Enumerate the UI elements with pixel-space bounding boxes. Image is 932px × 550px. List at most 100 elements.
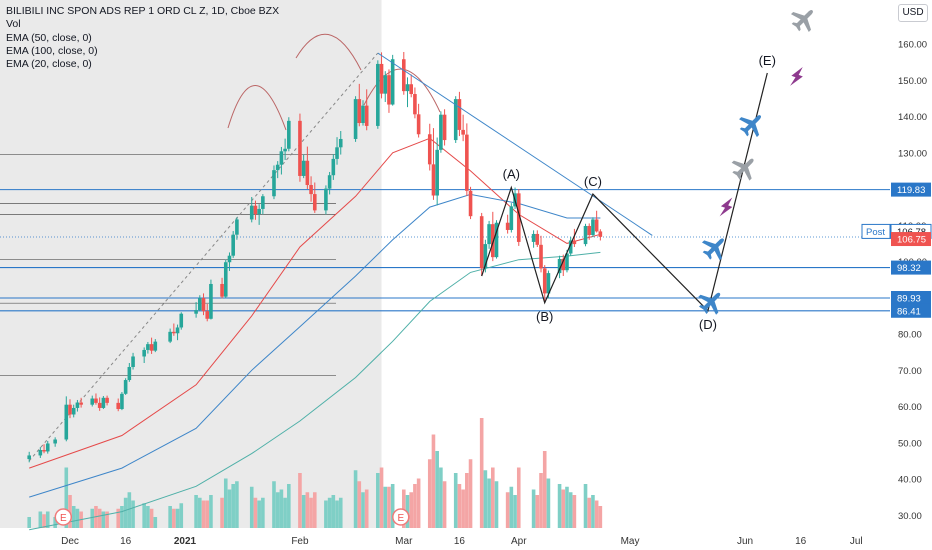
candle: [568, 236, 573, 256]
candle: [71, 404, 76, 418]
volume-bar: [353, 470, 358, 528]
candle-body: [298, 120, 302, 176]
candle: [64, 396, 69, 442]
candle-body: [75, 402, 80, 408]
candle-body: [205, 311, 210, 319]
volume-bar: [275, 492, 280, 528]
earnings-circle: [54, 508, 73, 526]
volume-bar: [64, 467, 69, 528]
volume-bar: [539, 473, 543, 528]
volume-bar: [209, 495, 213, 528]
volume-bar: [409, 492, 414, 528]
candle-body: [587, 225, 592, 236]
volume-bar: [413, 484, 417, 528]
earnings-label: E: [60, 513, 67, 524]
volume-bar: [220, 497, 224, 528]
legend-ema50: EMA (50, close, 0): [6, 31, 92, 44]
candle-body: [168, 331, 172, 342]
candle: [583, 223, 588, 247]
candle: [535, 230, 540, 247]
candle-body: [516, 193, 521, 242]
y-tick-label: 150.00: [898, 76, 927, 87]
candle: [68, 399, 72, 419]
candle-body: [305, 160, 310, 186]
candle: [331, 154, 336, 180]
candle: [542, 265, 547, 303]
candle-body: [572, 240, 577, 245]
candle: [168, 328, 172, 344]
volume-bar: [261, 497, 265, 528]
candle-body: [220, 283, 224, 297]
candle: [201, 293, 206, 316]
candle: [301, 154, 306, 179]
candle: [123, 378, 128, 395]
volume-bar: [120, 506, 124, 528]
candle: [172, 323, 176, 336]
x-tick-label: 16: [454, 536, 466, 547]
volume-bar: [131, 500, 135, 528]
candle-body: [546, 273, 551, 294]
candle: [298, 113, 302, 182]
volume-bar: [283, 497, 287, 528]
ema-line: [29, 251, 601, 531]
candle: [261, 194, 265, 215]
candle-body: [568, 240, 573, 254]
volume-bar: [598, 506, 603, 528]
volume-bar: [535, 495, 540, 528]
y-tick-label: 50.00: [898, 438, 922, 449]
candle: [335, 137, 339, 165]
candle-body: [453, 99, 458, 141]
volume-bar: [231, 484, 235, 528]
volume-bar: [594, 500, 599, 528]
candle: [287, 117, 291, 152]
candle-body: [175, 327, 180, 334]
candle: [305, 146, 310, 189]
y-tick-label: 80.00: [898, 330, 922, 341]
earnings-marker[interactable]: E: [392, 508, 410, 526]
price-tag-label: 119.83: [897, 185, 925, 196]
airplane-gray-icon: [731, 158, 754, 181]
candle-body: [235, 219, 239, 235]
candle: [231, 231, 235, 258]
earnings-marker[interactable]: E: [54, 508, 73, 526]
history-shade: [0, 0, 382, 528]
legend-ema100: EMA (100, close, 0): [6, 44, 98, 57]
candle: [45, 440, 50, 454]
last-price-bg: [891, 232, 931, 247]
volume-bar: [383, 486, 388, 528]
candle: [427, 123, 432, 171]
candle: [401, 51, 406, 95]
price-tag-label: 89.93: [897, 294, 921, 305]
candle-body: [146, 344, 150, 350]
x-tick-label: Mar: [395, 536, 413, 547]
candle: [205, 303, 210, 322]
candle-body: [105, 397, 109, 403]
candle-body: [153, 341, 158, 351]
candle: [209, 279, 213, 320]
candle-body: [94, 398, 98, 403]
currency-button[interactable]: USD: [898, 4, 928, 22]
candle-body: [583, 225, 588, 245]
earnings-label: E: [397, 513, 404, 524]
volume-bar: [591, 495, 595, 528]
candle: [572, 228, 577, 247]
candle: [361, 100, 365, 126]
volume-bar: [387, 486, 391, 528]
candle: [405, 77, 410, 108]
candle-body: [123, 380, 128, 394]
candle-body: [357, 99, 362, 124]
ema-lines: [29, 137, 601, 531]
volume-bar: [568, 492, 573, 528]
volume-bar: [561, 489, 566, 528]
candle: [376, 60, 380, 129]
candle-body: [483, 244, 488, 269]
candle: [353, 96, 358, 142]
volume-bar: [142, 503, 146, 528]
candle-body: [539, 244, 543, 269]
volume-bar: [123, 497, 128, 528]
last-price-tag: 106.75: [891, 232, 931, 247]
legend-ema20: EMA (20, close, 0): [6, 58, 92, 71]
candle: [272, 165, 276, 200]
candle-body: [172, 331, 176, 334]
